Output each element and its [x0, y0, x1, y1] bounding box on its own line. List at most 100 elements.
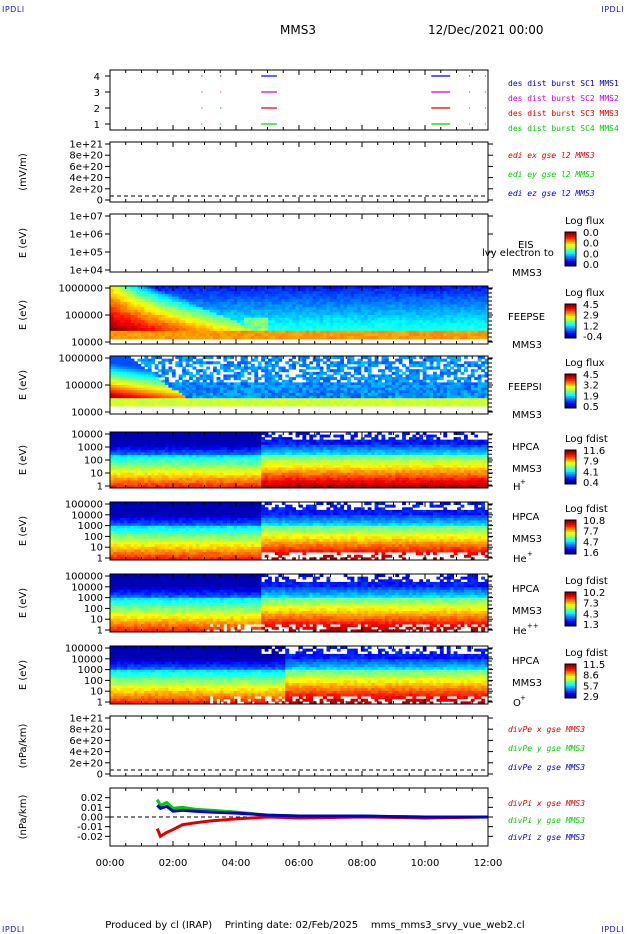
spectrogram-cell: [340, 315, 344, 318]
spectrogram-cell: [261, 297, 265, 300]
spectrogram-cell: [402, 304, 406, 307]
spectrogram-cell: [361, 374, 365, 377]
spectrogram-cell: [258, 318, 262, 321]
spectrogram-cell: [299, 312, 303, 315]
spectrogram-cell: [110, 480, 114, 483]
spectrogram-cell: [378, 336, 382, 339]
spectrogram-cell: [378, 289, 382, 292]
spectrogram-cell: [388, 390, 392, 393]
spectrogram-cell: [213, 294, 217, 297]
spectrogram-cell: [385, 382, 389, 385]
y-tick-label: 1e+07: [69, 212, 103, 223]
spectrogram-cell: [357, 372, 361, 375]
spectrogram-cell: [467, 385, 471, 388]
spectrogram-cell: [124, 302, 128, 305]
spectrogram-cell: [378, 315, 382, 318]
spectrogram-cell: [189, 374, 193, 377]
spectrogram-cell: [113, 447, 117, 450]
spectrogram-cell: [254, 304, 258, 307]
spectrogram-cell: [392, 382, 396, 385]
spectrogram-cell: [247, 398, 251, 401]
spectrogram-cell: [151, 302, 155, 305]
spectrogram-cell: [117, 385, 121, 388]
spectrogram-cell: [213, 333, 217, 336]
spectrogram-cell: [326, 380, 330, 383]
spectrogram-cell: [265, 320, 269, 323]
spectrogram-cell: [182, 447, 186, 450]
spectrogram-cell: [419, 294, 423, 297]
spectrogram-cell: [450, 398, 454, 401]
spectrogram-cell: [134, 382, 138, 385]
spectrogram-cell: [220, 310, 224, 313]
spectrogram-cell: [364, 398, 368, 401]
spectrogram-cell: [347, 318, 351, 321]
spectrogram-cell: [299, 364, 303, 367]
spectrogram-cell: [371, 393, 375, 396]
spectrogram-cell: [430, 393, 434, 396]
spectrogram-cell: [467, 398, 471, 401]
spectrogram-cell: [244, 331, 248, 334]
spectrogram-cell: [151, 336, 155, 339]
spectrogram-cell: [268, 401, 272, 404]
spectrogram-cell: [409, 372, 413, 375]
spectrogram-cell: [354, 328, 358, 331]
spectrogram-cell: [330, 388, 334, 391]
spectrogram-cell: [333, 364, 337, 367]
spectrogram-cell: [210, 385, 214, 388]
spectrogram-cell: [234, 318, 238, 321]
spectrogram-cell: [436, 315, 440, 318]
spectrogram-cell: [302, 388, 306, 391]
spectrogram-cell: [289, 377, 293, 380]
spectrogram-cell: [117, 367, 121, 370]
spectrogram-cell: [203, 312, 207, 315]
spectrogram-cell: [162, 318, 166, 321]
spectrogram-cell: [409, 374, 413, 377]
colorbar-tick-label: 3.2: [583, 381, 599, 392]
spectrogram-cell: [251, 336, 255, 339]
spectrogram-cell: [162, 470, 166, 473]
spectrogram-cell: [289, 297, 293, 300]
spectrogram-cell: [117, 401, 121, 404]
spectrogram-cell: [168, 307, 172, 310]
spectrogram-cell: [206, 450, 210, 453]
spectrogram-cell: [337, 299, 341, 302]
spectrogram-cell: [402, 331, 406, 334]
spectrogram-cell: [436, 310, 440, 313]
spectrogram-cell: [192, 318, 196, 321]
spectrogram-cell: [406, 320, 410, 323]
spectrogram-cell: [351, 323, 355, 326]
spectrogram-cell: [148, 385, 152, 388]
spectrogram-cell: [430, 361, 434, 364]
spectrogram-cell: [282, 320, 286, 323]
spectrogram-cell: [306, 304, 310, 307]
spectrogram-cell: [344, 307, 348, 310]
spectrogram-cell: [134, 328, 138, 331]
spectrogram-cell: [247, 289, 251, 292]
spectrogram-cell: [471, 401, 475, 404]
spectrogram-cell: [151, 312, 155, 315]
spectrogram-cell: [155, 333, 159, 336]
spectrogram-cell: [251, 388, 255, 391]
spectrogram-cell: [481, 302, 485, 305]
spectrogram-cell: [320, 369, 324, 372]
spectrogram-cell: [203, 320, 207, 323]
spectrogram-cell: [196, 470, 200, 473]
spectrogram-cell: [261, 369, 265, 372]
spectrogram-cell: [199, 435, 203, 438]
spectrogram-cell: [433, 333, 437, 336]
spectrogram-cell: [467, 326, 471, 329]
spectrogram-cell: [296, 333, 300, 336]
spectrogram-cell: [217, 310, 221, 313]
y-axis-label: E (eV): [18, 300, 29, 330]
spectrogram-cell: [265, 294, 269, 297]
spectrogram-cell: [402, 364, 406, 367]
spectrogram-cell: [110, 312, 114, 315]
spectrogram-cell: [433, 320, 437, 323]
spectrogram-cell: [230, 382, 234, 385]
spectrogram-cell: [155, 465, 159, 468]
spectrogram-cell: [419, 390, 423, 393]
spectrogram-cell: [371, 336, 375, 339]
spectrogram-cell: [268, 302, 272, 305]
spectrogram-cell: [144, 315, 148, 318]
spectrogram-cell: [141, 478, 145, 481]
